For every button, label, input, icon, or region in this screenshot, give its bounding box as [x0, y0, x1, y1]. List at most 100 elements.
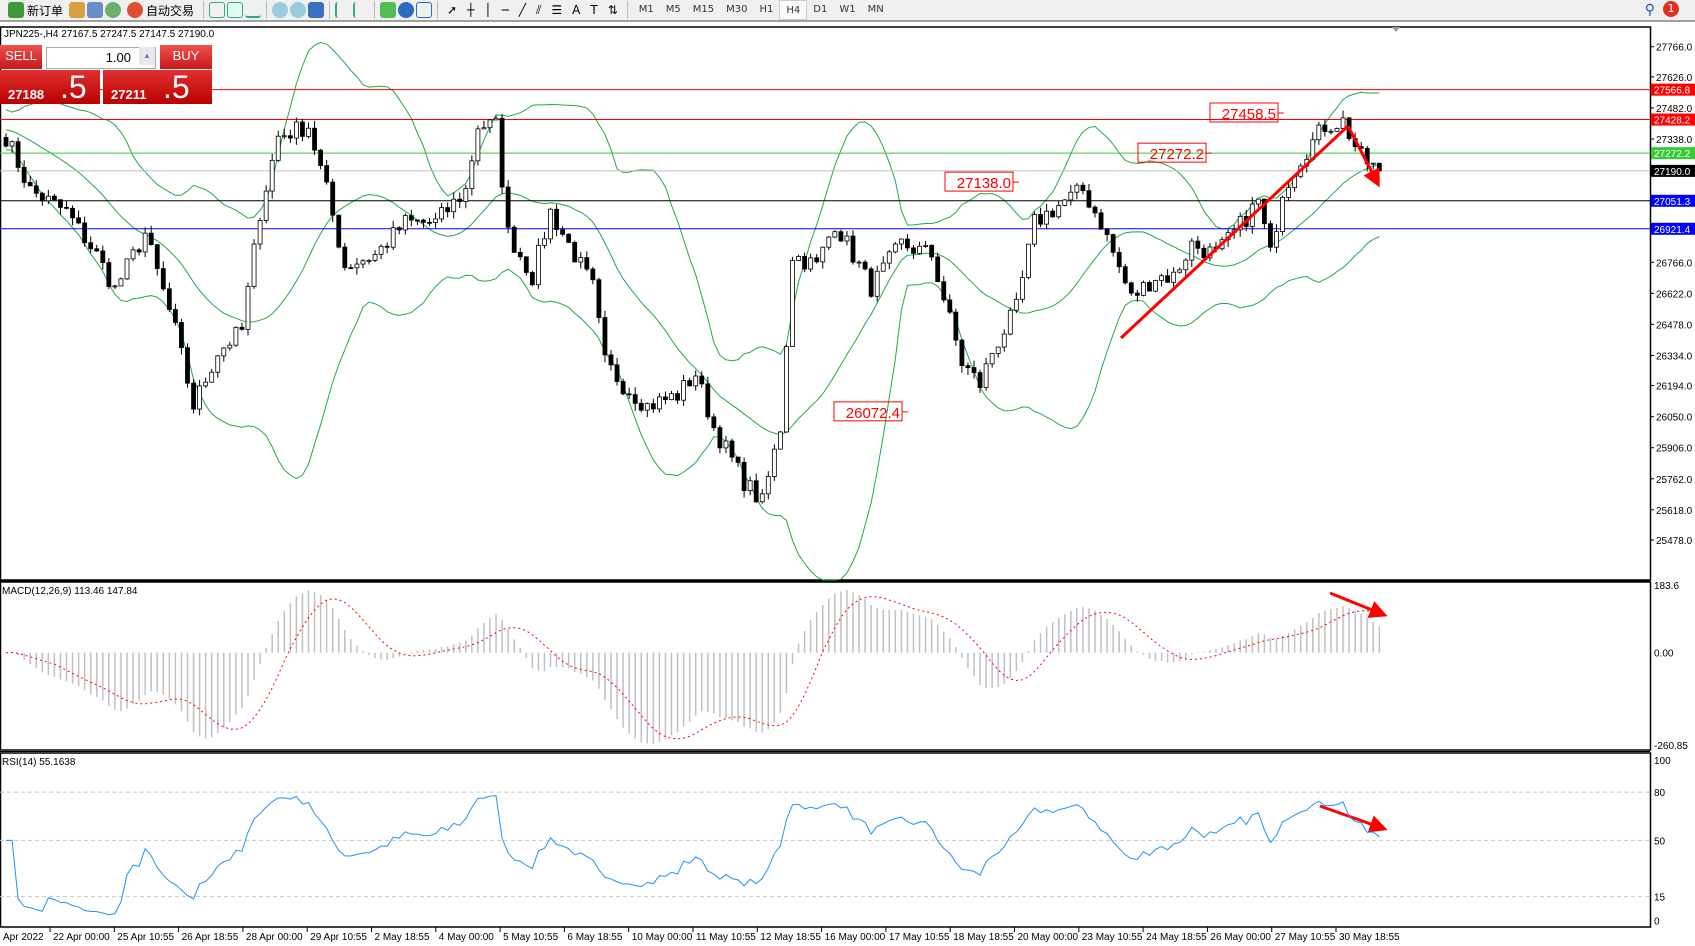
text-icon[interactable]: A [572, 3, 581, 17]
timeframe-m5[interactable]: M5 [665, 4, 681, 15]
chart-area[interactable]: 27458.5 27272.2 27138.0 26072.4 27766.0 27626… [0, 22, 1695, 946]
candle-body [1274, 231, 1279, 248]
channel-icon[interactable]: ⫽ [536, 2, 542, 17]
crosshair-icon[interactable]: ┼ [467, 3, 475, 17]
candle [1098, 208, 1104, 230]
candle [620, 378, 626, 396]
candle-body [838, 231, 844, 242]
lot-increase-button[interactable]: ▲ [139, 47, 155, 65]
candle-body [1147, 282, 1152, 292]
price-level-tag [1651, 147, 1695, 160]
candle [735, 456, 741, 467]
new-order-button[interactable]: 新订单 [4, 0, 67, 20]
bar-chart-icon[interactable] [209, 2, 226, 18]
terminal-icon[interactable] [87, 2, 104, 18]
autoscroll-icon[interactable] [335, 2, 351, 18]
candle [911, 244, 916, 260]
candle [1007, 307, 1013, 336]
auto-trading-button[interactable]: 自动交易 [123, 0, 198, 20]
vertical-line-icon[interactable]: │ [484, 3, 492, 17]
candle [1328, 128, 1334, 135]
arrows-icon[interactable]: ⇅ [607, 3, 618, 17]
signals-icon[interactable] [105, 2, 122, 18]
candle [312, 120, 317, 155]
candle-body [741, 461, 747, 492]
lot-input[interactable]: 1.00 [46, 47, 156, 69]
candle [306, 122, 311, 139]
sell-button[interactable]: SELL [0, 45, 42, 69]
templates-icon[interactable] [416, 2, 433, 18]
time-label: 26 Apr 18:55 [182, 932, 239, 943]
candle-body [76, 217, 81, 224]
candle-body [663, 396, 668, 401]
candle-body [892, 243, 898, 253]
search-icon[interactable]: ⚲ [1644, 2, 1655, 18]
candle-body [989, 353, 995, 365]
candle-body [1255, 198, 1261, 205]
timeframe-d1[interactable]: D1 [813, 4, 828, 15]
candle-body [1134, 292, 1140, 296]
candle [27, 176, 33, 187]
candle [1322, 119, 1328, 137]
candle-body [293, 121, 299, 139]
timeframe-mn[interactable]: MN [867, 4, 884, 15]
fibonacci-icon[interactable]: ☰ [551, 3, 563, 17]
tile-windows-icon[interactable] [308, 2, 325, 18]
timeframe-h4[interactable]: H4 [779, 0, 808, 20]
buy-button[interactable]: BUY [160, 45, 212, 69]
sell-price-box[interactable]: 27188.5 [0, 69, 100, 105]
horizontal-line-icon[interactable]: ─ [501, 3, 509, 17]
indicators-icon[interactable] [380, 2, 397, 18]
candlestick-icon[interactable] [227, 2, 244, 18]
divider [437, 1, 439, 19]
candle-body [306, 127, 311, 137]
candle [747, 476, 753, 496]
candle-body [1104, 228, 1110, 235]
time-label: 29 Apr 10:55 [310, 932, 367, 943]
timeframe-h1[interactable]: H1 [759, 4, 774, 15]
cursor-icon[interactable]: ➚ [447, 3, 458, 17]
candle [15, 137, 21, 173]
candle [965, 362, 971, 376]
candle [384, 242, 390, 254]
candle [929, 244, 935, 261]
candle-body [923, 244, 928, 247]
chart-shift-icon[interactable] [353, 2, 369, 18]
line-chart-icon[interactable] [245, 2, 262, 18]
trendline-icon[interactable]: ╱ [518, 3, 527, 17]
candle-body [905, 238, 910, 249]
text-label-icon[interactable]: T [590, 3, 598, 17]
candle-body [602, 317, 608, 356]
candle [505, 180, 511, 234]
timeframe-m15[interactable]: M15 [692, 4, 715, 15]
timeframe-m30[interactable]: M30 [726, 4, 748, 15]
candle [300, 118, 305, 142]
timeframe-m1[interactable]: M1 [638, 4, 654, 15]
candle [1062, 198, 1068, 207]
candle-body [499, 117, 505, 188]
candle [408, 209, 414, 227]
time-label: 25 Apr 10:55 [117, 932, 174, 943]
timeframe-w1[interactable]: W1 [839, 4, 856, 15]
buy-price-box[interactable]: 27211.5 [103, 69, 212, 105]
candle-body [880, 262, 886, 272]
candle-body [1286, 187, 1291, 198]
zoom-in-icon[interactable] [272, 2, 289, 18]
candle-body [1110, 234, 1116, 253]
periods-icon[interactable] [398, 2, 415, 18]
candle [124, 258, 130, 280]
history-icon[interactable] [69, 2, 86, 18]
candle-body [1038, 214, 1043, 225]
candle-body [348, 267, 354, 269]
candle [1068, 185, 1074, 206]
candle [421, 218, 426, 228]
candle [481, 120, 487, 130]
candle-body [1334, 128, 1340, 132]
candle-body [917, 245, 922, 254]
notification-badge[interactable]: 1 [1663, 1, 1679, 17]
candle-body [554, 208, 559, 230]
candle-body [868, 268, 874, 297]
zoom-out-icon[interactable] [290, 2, 307, 18]
candle-body [402, 215, 408, 231]
candle-body [1062, 199, 1068, 206]
